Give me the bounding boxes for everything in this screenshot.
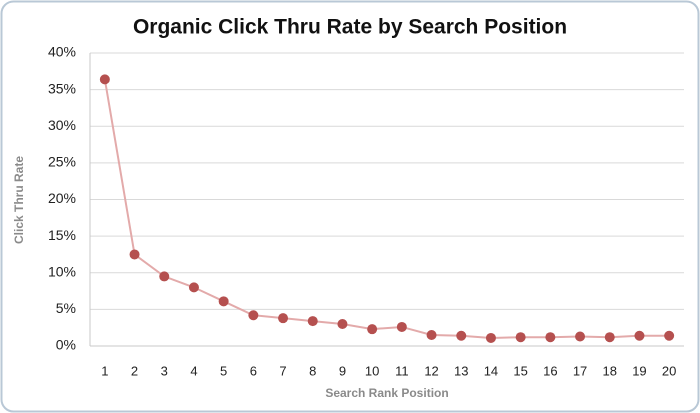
data-point	[634, 330, 645, 341]
y-tick-label: 0%	[56, 337, 76, 353]
y-tick-label: 20%	[48, 190, 76, 206]
data-point	[456, 330, 467, 341]
data-point	[337, 319, 348, 330]
x-tick-label: 6	[250, 363, 257, 378]
x-tick-label: 13	[454, 363, 468, 378]
data-point	[307, 316, 318, 327]
x-axis-title: Search Rank Position	[325, 386, 448, 400]
y-tick-label: 25%	[48, 154, 76, 170]
x-tick-label: 12	[424, 363, 438, 378]
x-tick-label: 7	[279, 363, 286, 378]
data-point	[545, 332, 556, 343]
x-tick-label: 15	[513, 363, 527, 378]
x-tick-label: 9	[339, 363, 346, 378]
data-point	[515, 332, 526, 343]
data-point	[278, 313, 289, 324]
x-tick-label: 4	[190, 363, 197, 378]
data-point	[159, 271, 170, 282]
x-tick-label: 1	[101, 363, 108, 378]
y-tick-label: 40%	[48, 44, 76, 60]
y-tick-label: 15%	[48, 227, 76, 243]
data-point	[248, 310, 259, 321]
y-tick-label: 35%	[48, 80, 76, 96]
y-tick-label: 10%	[48, 263, 76, 279]
data-point	[604, 332, 615, 343]
x-tick-label: 14	[484, 363, 498, 378]
x-tick-label: 20	[662, 363, 676, 378]
data-point	[188, 282, 199, 293]
x-tick-label: 16	[543, 363, 557, 378]
x-tick-label: 19	[632, 363, 646, 378]
x-tick-label: 2	[131, 363, 138, 378]
y-tick-label: 30%	[48, 117, 76, 133]
chart-title: Organic Click Thru Rate by Search Positi…	[133, 16, 567, 39]
x-tick-label: 10	[365, 363, 379, 378]
data-point	[396, 321, 407, 332]
x-tick-label: 8	[309, 363, 316, 378]
data-point	[485, 332, 496, 343]
data-point	[99, 74, 110, 85]
y-axis-title: Click Thru Rate	[12, 156, 26, 244]
x-tick-label: 11	[395, 363, 409, 378]
data-point	[218, 296, 229, 307]
data-point	[664, 330, 675, 341]
x-tick-label: 5	[220, 363, 227, 378]
y-tick-label: 5%	[56, 300, 76, 316]
x-tick-label: 18	[603, 363, 617, 378]
x-tick-label: 17	[573, 363, 587, 378]
data-point	[426, 330, 437, 341]
data-point	[129, 249, 140, 260]
data-point	[367, 324, 378, 335]
x-tick-label: 3	[161, 363, 168, 378]
data-point	[575, 331, 586, 342]
